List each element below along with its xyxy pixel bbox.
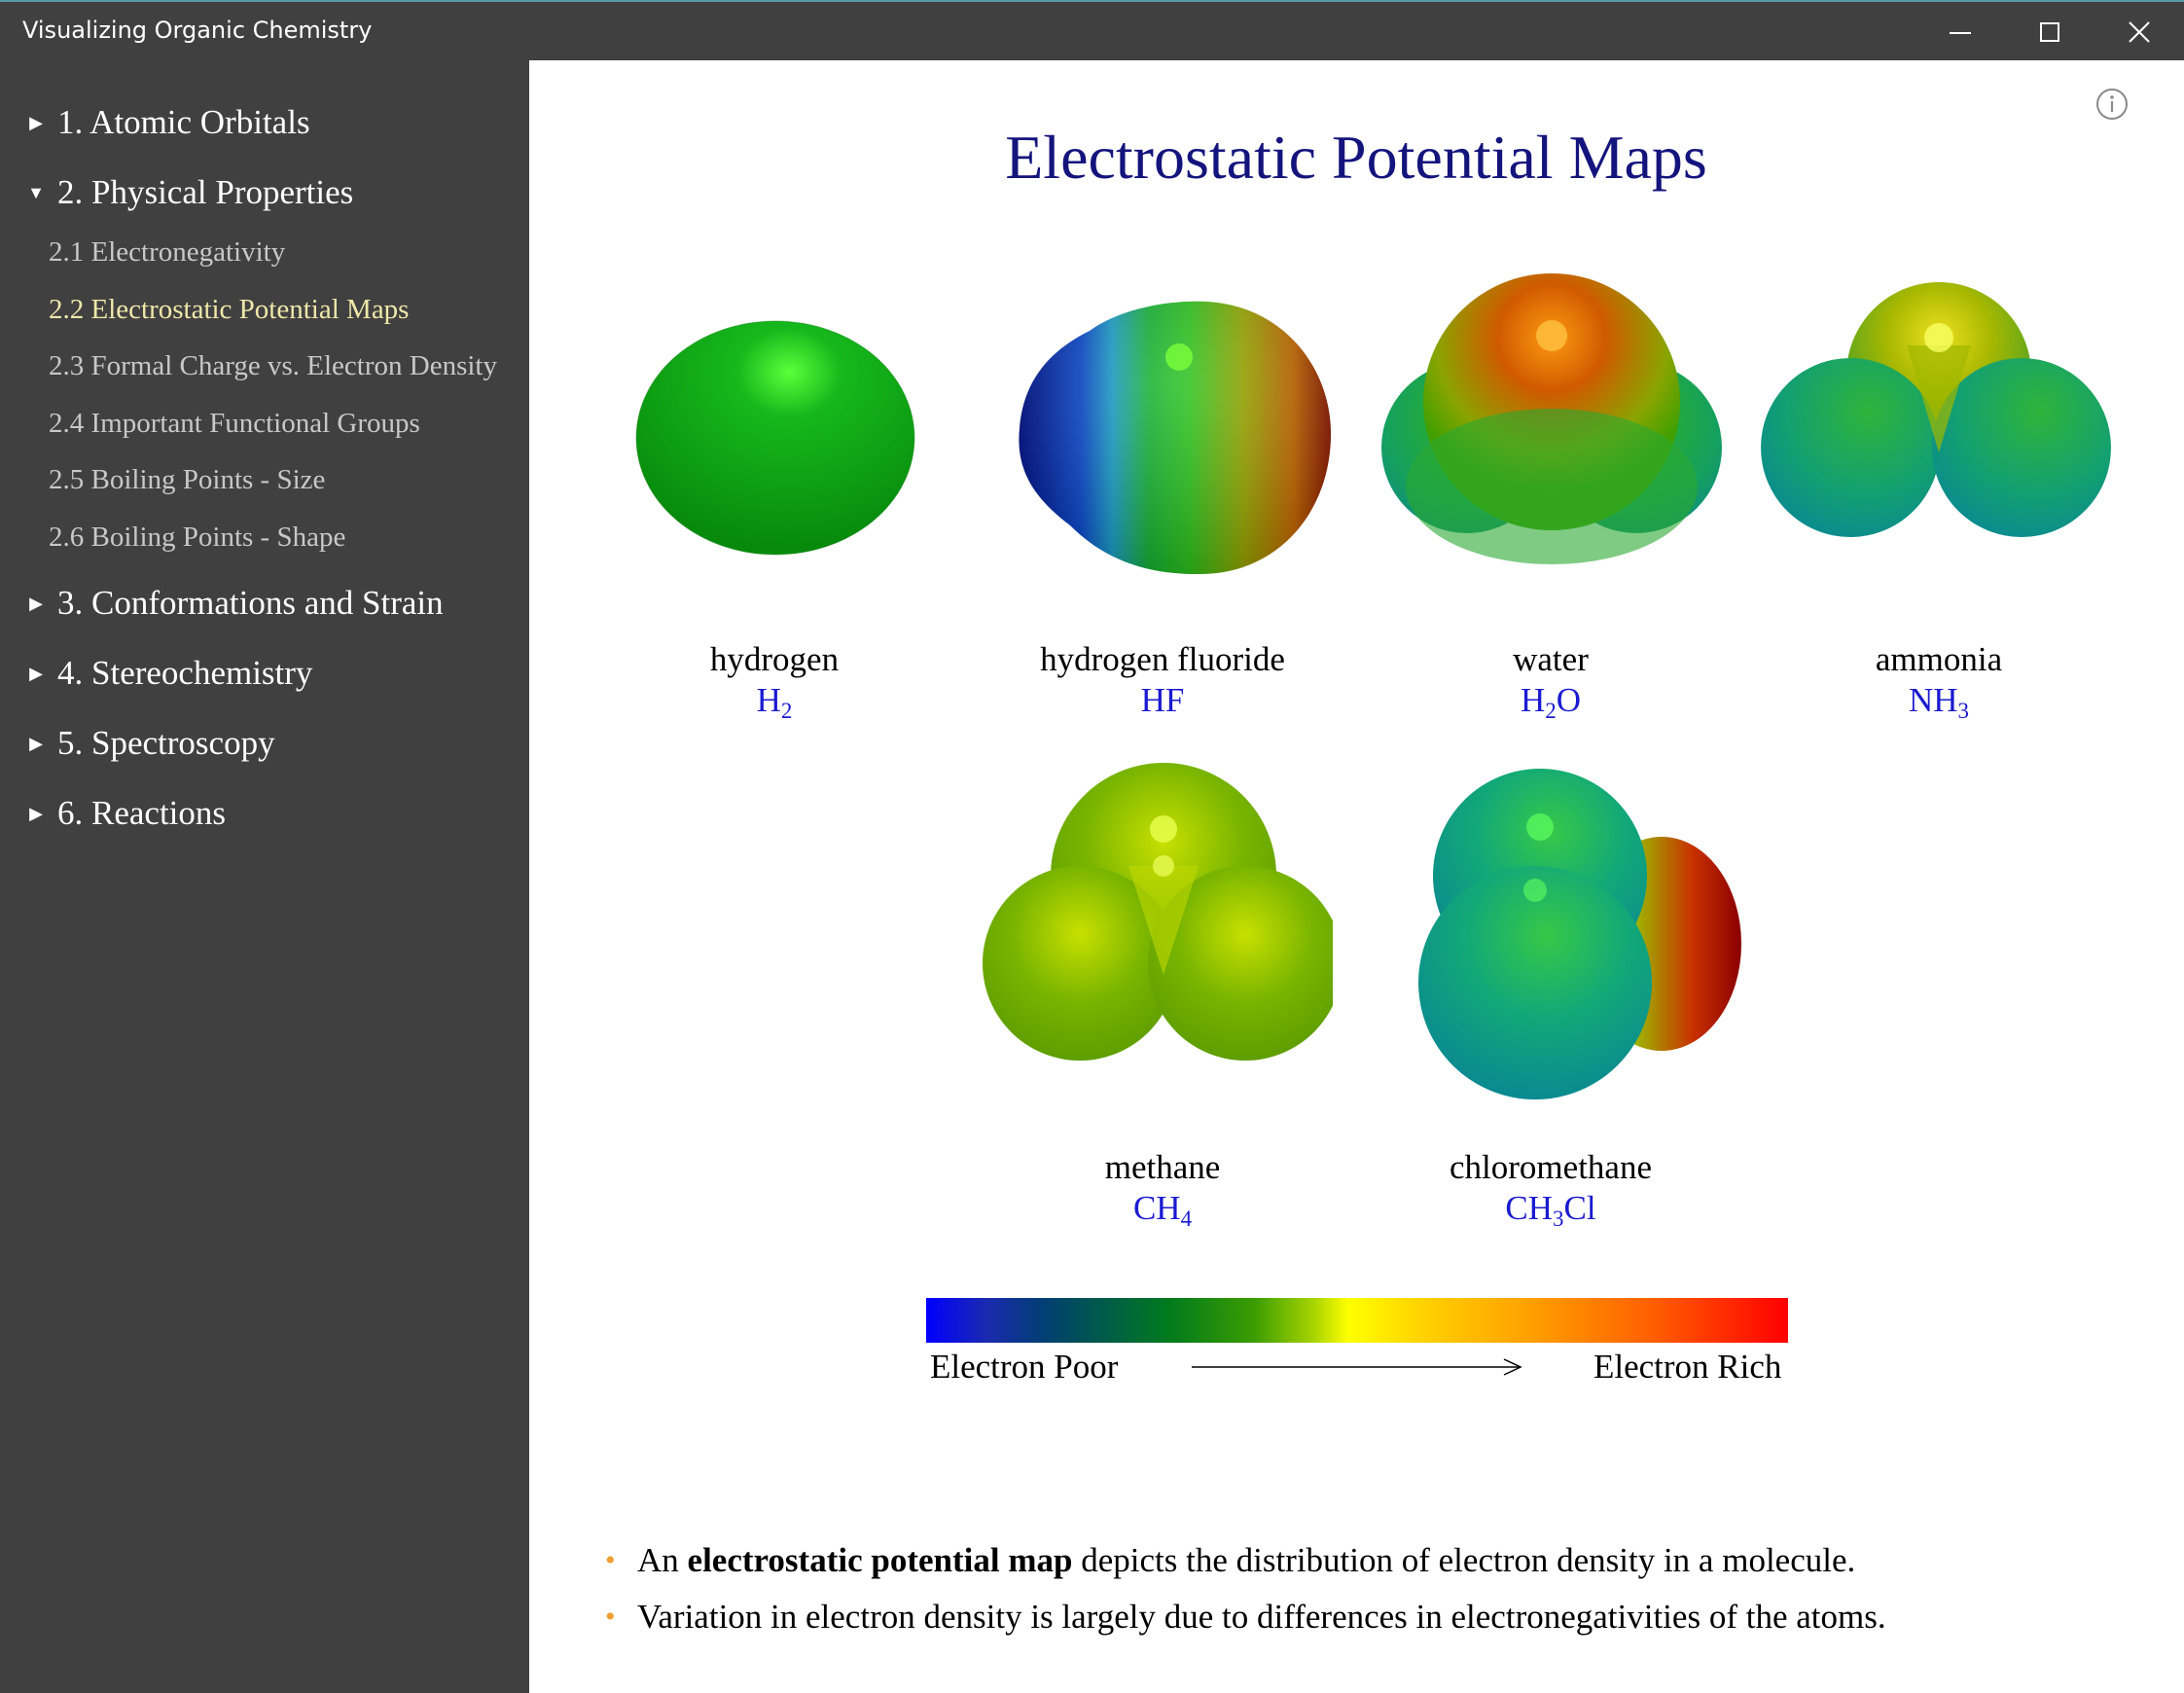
molecule-formula: NH3 xyxy=(1908,681,1970,723)
methane-esp-model xyxy=(983,763,1333,1061)
close-button[interactable] xyxy=(2094,4,2184,60)
scale-left-label: Electron Poor xyxy=(930,1348,1119,1386)
app-title: Visualizing Organic Chemistry xyxy=(22,17,373,44)
nav-chapter-label: 2. Physical Properties xyxy=(57,173,354,211)
molecule-formula: HF xyxy=(1140,681,1185,719)
molecule-formula: H2O xyxy=(1520,681,1582,723)
color-scale-bar xyxy=(926,1298,1788,1343)
molecule-formula: CH3Cl xyxy=(1505,1189,1596,1231)
nav-section-electronegativity[interactable]: 2.1 Electronegativity xyxy=(0,233,529,271)
maximize-button[interactable] xyxy=(2005,4,2094,60)
nav-section-label: 2.3 Formal Charge vs. Electron Density xyxy=(49,350,497,381)
water-esp-model xyxy=(1381,273,1722,564)
nav-section-label: 2.4 Important Functional Groups xyxy=(49,408,420,439)
nav-chapter-reactions[interactable]: ▶ 6. Reactions xyxy=(0,792,529,835)
scale-right-label: Electron Rich xyxy=(1593,1348,1782,1386)
expand-arrow-icon: ▶ xyxy=(29,734,43,753)
title-bar: Visualizing Organic Chemistry xyxy=(0,0,2184,60)
nav-chapter-conformations[interactable]: ▶ 3. Conformations and Strain xyxy=(0,582,529,625)
chloromethane-esp-model xyxy=(1418,769,1741,1099)
hydrogen-esp-model xyxy=(635,320,915,556)
info-button[interactable] xyxy=(2095,88,2129,121)
nav-section-label: 2.5 Boiling Points - Size xyxy=(49,464,326,495)
bullet-dot-icon: • xyxy=(605,1601,616,1633)
molecule-formula: CH4 xyxy=(1132,1189,1193,1231)
nav-section-formal-charge[interactable]: 2.3 Formal Charge vs. Electron Density xyxy=(0,346,529,385)
nav-chapter-label: 1. Atomic Orbitals xyxy=(57,103,310,141)
nav-section-label: 2.6 Boiling Points - Shape xyxy=(49,522,346,553)
maximize-icon xyxy=(2040,22,2059,42)
expand-arrow-icon: ▶ xyxy=(29,804,43,823)
nav-section-label: 2.2 Electrostatic Potential Maps xyxy=(49,294,410,325)
nav-section-boiling-points-shape[interactable]: 2.6 Boiling Points - Shape xyxy=(0,518,529,557)
nav-chapter-atomic-orbitals[interactable]: ▶ 1. Atomic Orbitals xyxy=(0,101,529,144)
molecule-formula: H2 xyxy=(756,681,793,723)
hydrogen-fluoride-esp-model xyxy=(1019,301,1332,575)
molecule-name: ammonia xyxy=(1875,640,2003,678)
molecule-name: chloromethane xyxy=(1450,1148,1652,1186)
sidebar-nav: ▶ 1. Atomic Orbitals ▼ 2. Physical Prope… xyxy=(0,60,529,1693)
collapse-arrow-icon: ▼ xyxy=(27,183,45,202)
nav-chapter-physical-properties[interactable]: ▼ 2. Physical Properties xyxy=(0,171,529,214)
nav-chapter-label: 3. Conformations and Strain xyxy=(57,584,444,622)
expand-arrow-icon: ▶ xyxy=(29,594,43,613)
molecule-name: water xyxy=(1513,640,1589,678)
nav-section-electrostatic-potential-maps[interactable]: 2.2 Electrostatic Potential Maps xyxy=(0,290,529,329)
ammonia-esp-model xyxy=(1761,282,2111,537)
nav-chapter-label: 5. Spectroscopy xyxy=(57,724,275,762)
nav-section-boiling-points-size[interactable]: 2.5 Boiling Points - Size xyxy=(0,460,529,499)
info-icon xyxy=(2096,89,2128,120)
page-title: Electrostatic Potential Maps xyxy=(1005,123,1707,192)
nav-section-functional-groups[interactable]: 2.4 Important Functional Groups xyxy=(0,404,529,443)
nav-section-label: 2.1 Electronegativity xyxy=(49,236,286,268)
minimize-button[interactable] xyxy=(1915,4,2005,60)
bullet-dot-icon: • xyxy=(605,1544,616,1576)
close-icon xyxy=(2129,21,2150,43)
nav-chapter-spectroscopy[interactable]: ▶ 5. Spectroscopy xyxy=(0,722,529,765)
molecule-name: hydrogen xyxy=(709,640,840,678)
nav-chapter-stereochemistry[interactable]: ▶ 4. Stereochemistry xyxy=(0,652,529,695)
nav-chapter-label: 4. Stereochemistry xyxy=(57,654,313,692)
arrow-right-icon xyxy=(1192,1358,1522,1376)
molecule-name: methane xyxy=(1104,1148,1221,1186)
expand-arrow-icon: ▶ xyxy=(29,664,43,683)
expand-arrow-icon: ▶ xyxy=(29,113,43,132)
nav-chapter-label: 6. Reactions xyxy=(57,794,227,832)
molecule-name: hydrogen fluoride xyxy=(1040,640,1285,678)
minimize-icon xyxy=(1950,32,1971,34)
